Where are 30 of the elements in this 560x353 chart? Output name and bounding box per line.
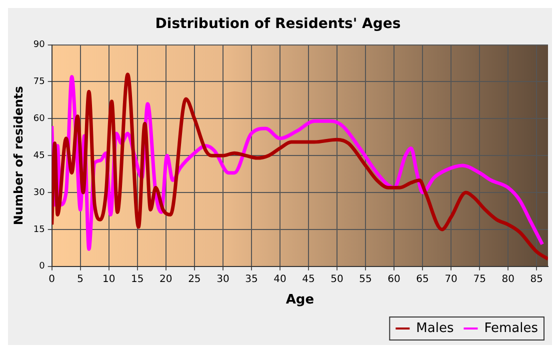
y-tick-label: 30 bbox=[33, 188, 46, 198]
x-tick-label: 50 bbox=[330, 274, 344, 285]
x-tick-label: 75 bbox=[473, 274, 486, 285]
x-tick-label: 65 bbox=[416, 274, 429, 285]
y-tick-label: 60 bbox=[33, 114, 46, 124]
x-tick-label: 30 bbox=[216, 274, 230, 285]
x-tick-label: 45 bbox=[302, 274, 315, 285]
x-tick-label: 10 bbox=[102, 274, 116, 285]
x-tick-label: 60 bbox=[388, 274, 400, 285]
x-axis-title: Age bbox=[286, 292, 314, 308]
y-tick-label: 0 bbox=[39, 262, 46, 272]
x-tick-label: 0 bbox=[48, 274, 56, 285]
chart-title: Distribution of Residents' Ages bbox=[155, 16, 401, 32]
y-tick-label: 15 bbox=[33, 224, 45, 235]
legend-label: Females bbox=[484, 320, 538, 336]
x-tick-label: 80 bbox=[502, 274, 514, 285]
x-tick-label: 5 bbox=[77, 274, 84, 285]
x-tick-label: 20 bbox=[160, 274, 172, 285]
x-tick-label: 35 bbox=[245, 274, 258, 285]
x-tick-label: 85 bbox=[530, 274, 543, 285]
y-tick-label: 75 bbox=[33, 77, 45, 88]
x-tick-label: 55 bbox=[359, 274, 372, 285]
legend-label: Males bbox=[416, 320, 454, 336]
x-tick-label: 40 bbox=[274, 274, 286, 285]
x-tick-label: 25 bbox=[188, 274, 201, 285]
y-tick-label: 90 bbox=[33, 40, 46, 50]
x-tick-label: 70 bbox=[444, 274, 458, 285]
x-tick-label: 15 bbox=[131, 274, 144, 285]
y-tick-label: 45 bbox=[33, 150, 45, 161]
y-axis-title: Number of residents bbox=[11, 86, 26, 226]
